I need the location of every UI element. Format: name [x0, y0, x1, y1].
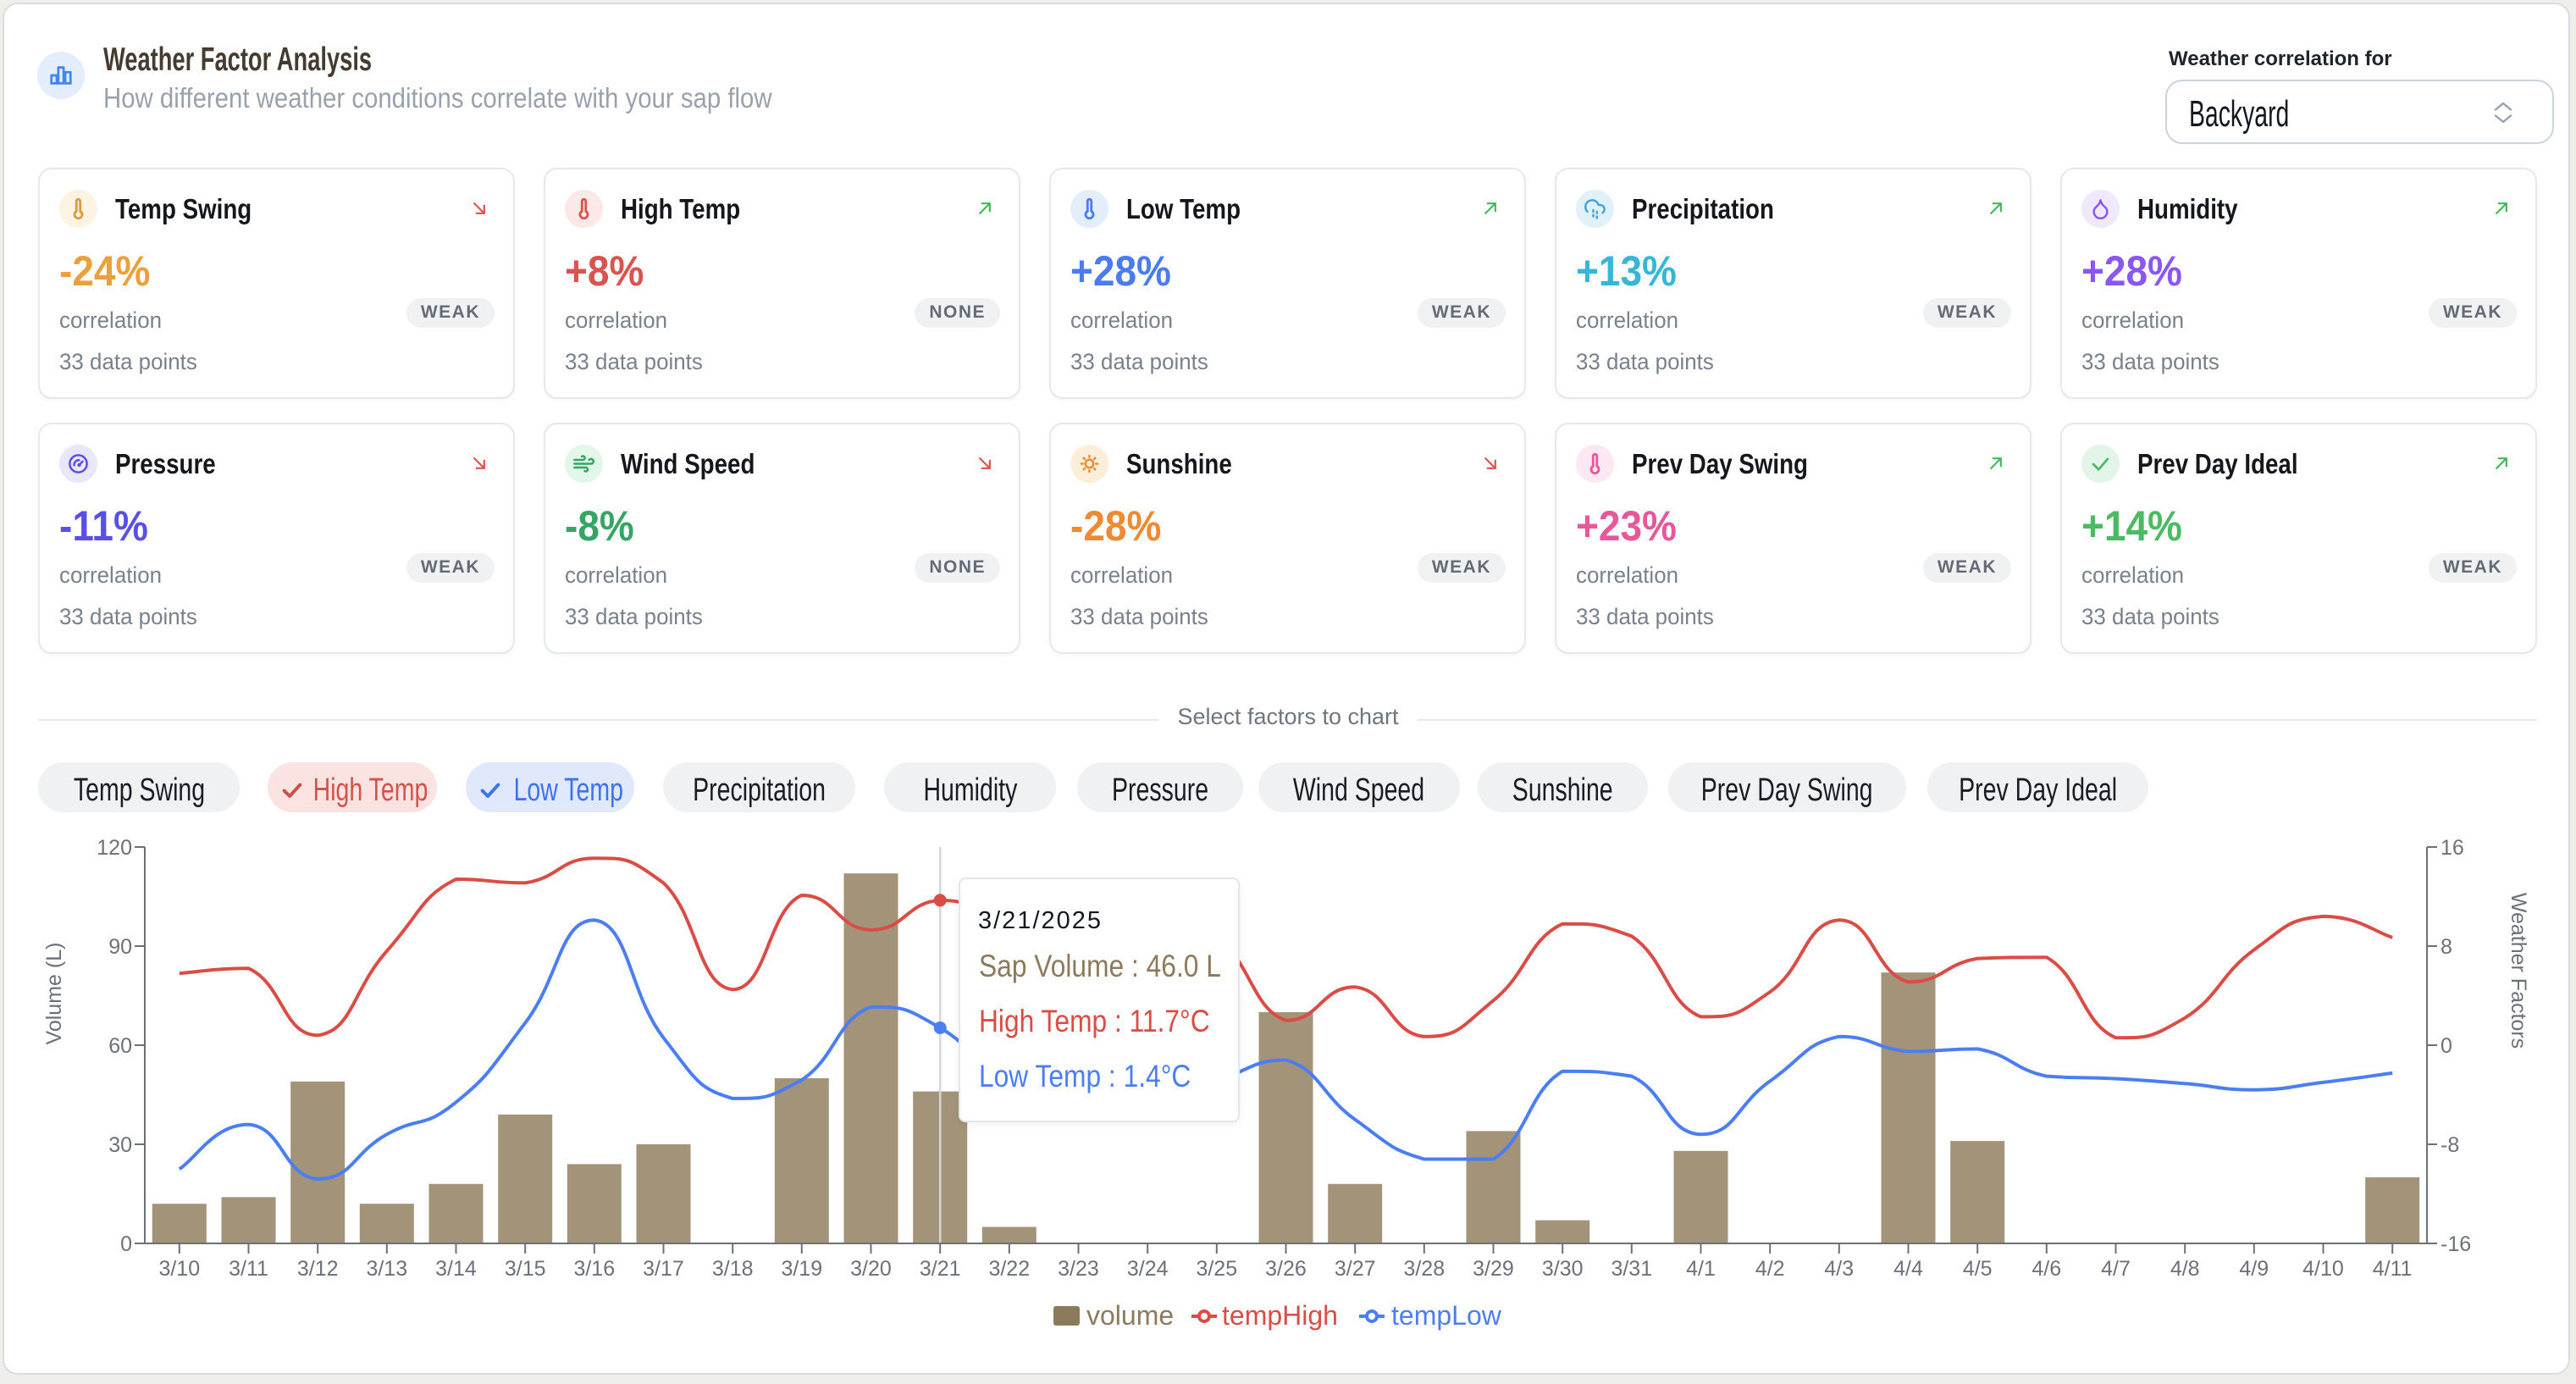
svg-text:3/13: 3/13: [366, 1257, 407, 1281]
svg-text:4/10: 4/10: [2302, 1257, 2344, 1281]
svg-text:4/7: 4/7: [2101, 1257, 2131, 1281]
svg-text:4/1: 4/1: [1686, 1257, 1716, 1281]
svg-text:4/5: 4/5: [1963, 1257, 1993, 1281]
svg-text:Volume (L): Volume (L): [42, 943, 66, 1045]
svg-text:3/19: 3/19: [781, 1257, 822, 1281]
svg-text:3/16: 3/16: [573, 1257, 615, 1281]
svg-text:3/10: 3/10: [158, 1257, 200, 1281]
svg-text:120: 120: [97, 836, 132, 860]
svg-text:3/20: 3/20: [850, 1257, 892, 1281]
svg-text:3/30: 3/30: [1542, 1257, 1584, 1281]
svg-text:3/22: 3/22: [988, 1257, 1030, 1281]
svg-text:3/25: 3/25: [1196, 1257, 1237, 1281]
svg-text:60: 60: [108, 1034, 132, 1058]
svg-text:3/15: 3/15: [505, 1257, 546, 1281]
svg-text:Weather Factors: Weather Factors: [2507, 893, 2530, 1049]
svg-text:-8: -8: [2441, 1133, 2459, 1157]
svg-text:16: 16: [2441, 836, 2464, 860]
svg-text:8: 8: [2441, 935, 2452, 959]
svg-text:3/27: 3/27: [1335, 1257, 1376, 1281]
svg-text:3/29: 3/29: [1473, 1257, 1514, 1281]
svg-text:3/28: 3/28: [1403, 1257, 1445, 1281]
svg-text:0: 0: [120, 1232, 132, 1256]
svg-text:4/11: 4/11: [2373, 1257, 2413, 1281]
svg-text:4/3: 4/3: [1824, 1257, 1854, 1281]
svg-text:4/8: 4/8: [2170, 1257, 2200, 1281]
svg-text:3/18: 3/18: [712, 1257, 754, 1281]
svg-text:-16: -16: [2441, 1232, 2471, 1256]
svg-text:4/4: 4/4: [1893, 1257, 1923, 1281]
svg-text:3/11: 3/11: [229, 1257, 268, 1281]
svg-text:90: 90: [108, 935, 132, 959]
svg-text:3/21: 3/21: [920, 1257, 961, 1281]
svg-text:30: 30: [108, 1133, 132, 1157]
svg-text:4/9: 4/9: [2239, 1257, 2269, 1281]
svg-text:0: 0: [2441, 1034, 2452, 1058]
svg-text:3/17: 3/17: [643, 1257, 684, 1281]
svg-text:4/6: 4/6: [2032, 1257, 2061, 1281]
svg-text:3/23: 3/23: [1058, 1257, 1099, 1281]
svg-text:3/31: 3/31: [1611, 1257, 1652, 1281]
svg-text:3/12: 3/12: [297, 1257, 339, 1281]
svg-text:3/24: 3/24: [1127, 1257, 1169, 1281]
svg-text:3/14: 3/14: [435, 1257, 477, 1281]
svg-text:4/2: 4/2: [1755, 1257, 1785, 1281]
svg-text:3/26: 3/26: [1265, 1257, 1307, 1281]
